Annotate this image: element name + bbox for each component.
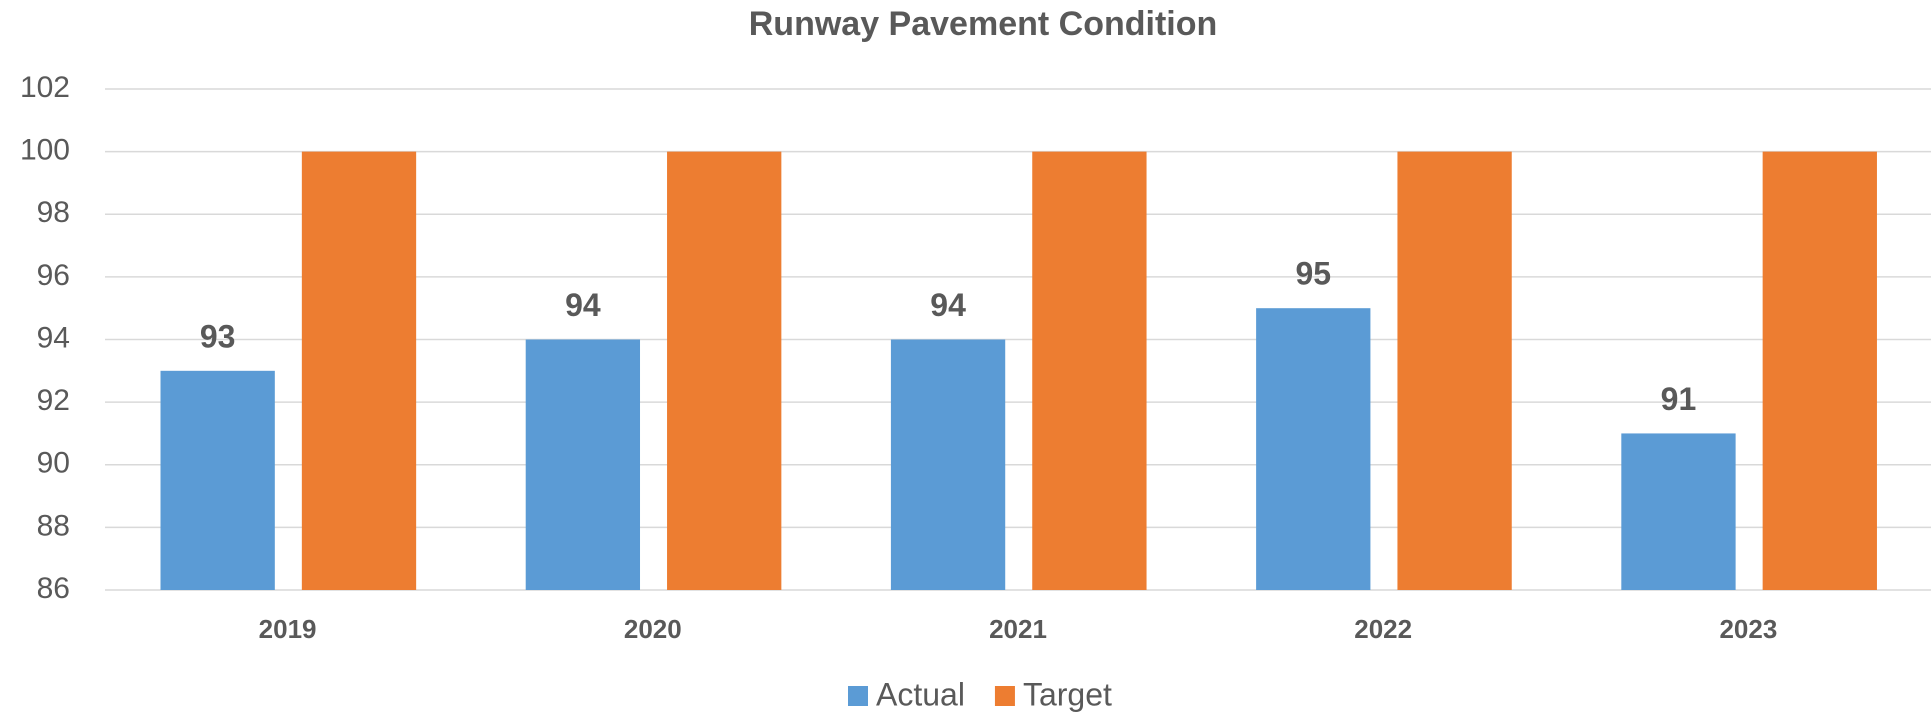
legend-swatch (848, 686, 868, 706)
bar (1032, 151, 1147, 590)
bar (160, 370, 275, 590)
y-tick-label: 86 (37, 572, 70, 605)
bar (301, 151, 417, 590)
y-tick-label: 98 (37, 196, 70, 229)
x-tick-label: 2019 (259, 614, 317, 644)
y-tick-label: 100 (20, 134, 70, 167)
y-tick-label: 96 (37, 259, 70, 292)
data-label: 93 (200, 318, 236, 354)
bar (1256, 308, 1371, 590)
bar (1397, 151, 1512, 590)
legend-label: Target (1023, 676, 1112, 712)
data-label: 94 (930, 287, 966, 323)
y-tick-label: 102 (20, 71, 70, 104)
bar (525, 339, 641, 590)
bar (1621, 433, 1736, 590)
data-label: 94 (565, 287, 601, 323)
bar (890, 339, 1006, 590)
x-tick-label: 2020 (624, 614, 682, 644)
data-label: 91 (1661, 381, 1697, 417)
x-tick-label: 2023 (1719, 614, 1777, 644)
legend-label: Actual (876, 676, 965, 712)
y-tick-label: 92 (37, 384, 70, 417)
bar (667, 151, 782, 590)
y-tick-label: 88 (37, 509, 70, 542)
x-tick-label: 2022 (1354, 614, 1412, 644)
bar (1762, 151, 1877, 590)
x-tick-label: 2021 (989, 614, 1047, 644)
data-label: 95 (1295, 256, 1331, 292)
chart-title: Runway Pavement Condition (749, 5, 1218, 43)
y-tick-label: 94 (37, 321, 70, 354)
legend-swatch (994, 686, 1015, 706)
y-tick-label: 90 (37, 447, 70, 480)
